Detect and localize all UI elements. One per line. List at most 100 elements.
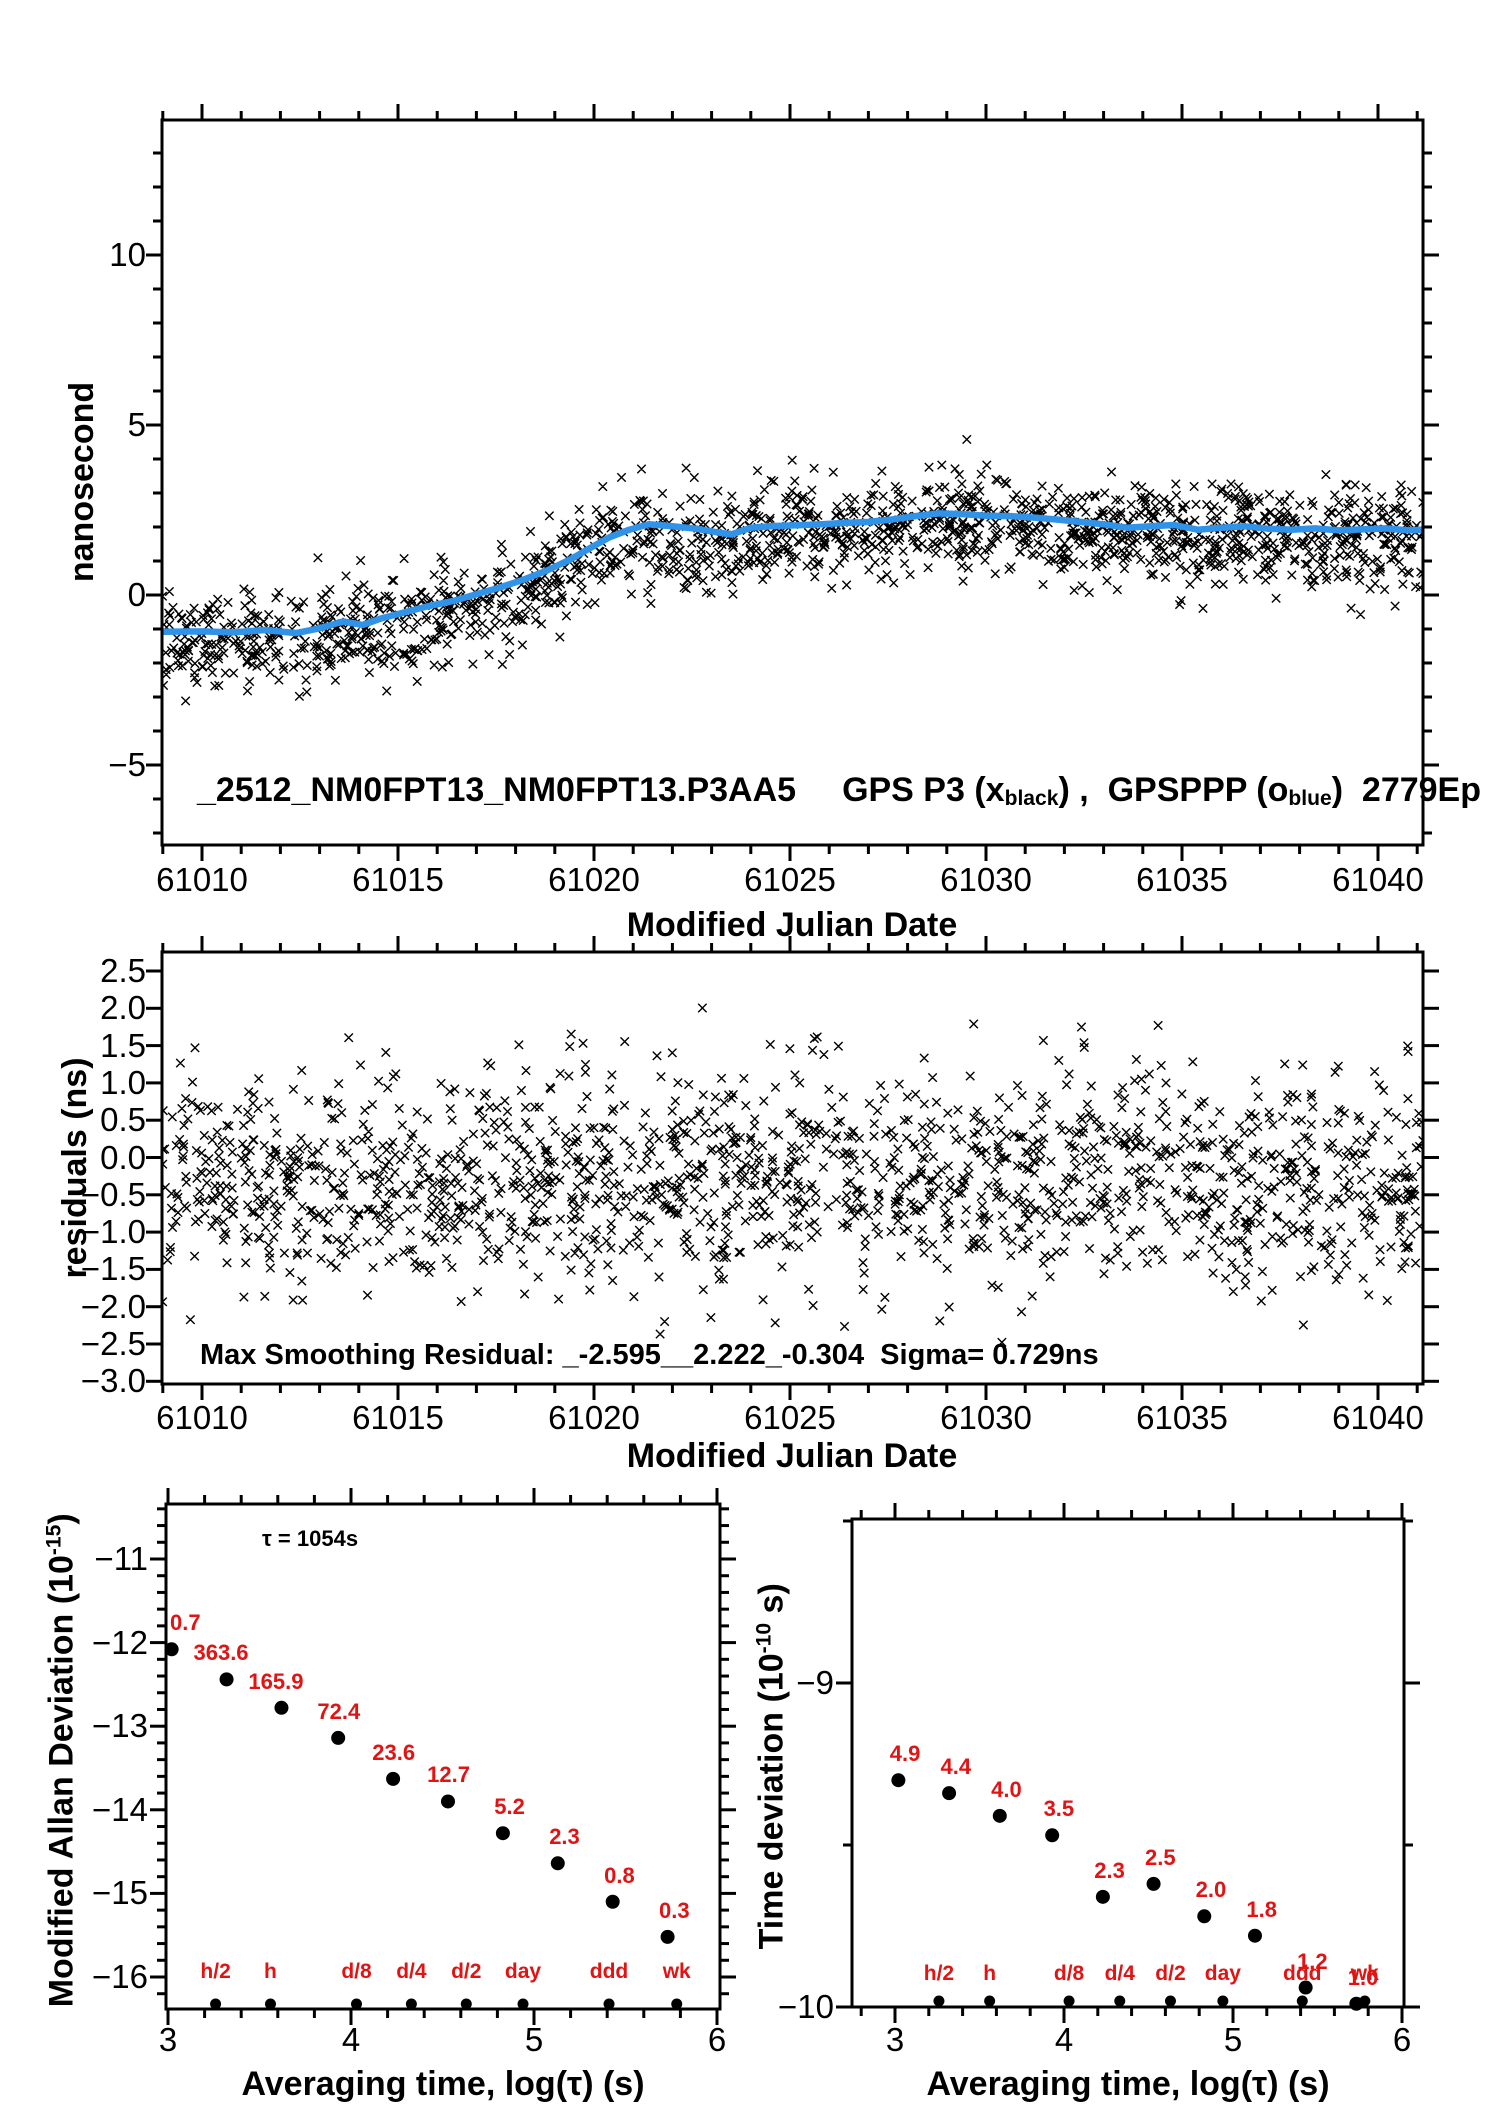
panel1-x-axis-label: Modified Julian Date <box>626 906 958 944</box>
panel3-y-tick-label: −16 <box>92 1958 148 1995</box>
panel3-data-point <box>550 1856 565 1871</box>
residuals-scatter <box>162 1003 1423 1347</box>
panel3-data-point <box>274 1700 289 1715</box>
panel2-x-tick-label: 61030 <box>940 1399 1032 1436</box>
panel2-ticks <box>146 936 1439 1400</box>
panel4-time-mark-dot <box>1063 1995 1075 2007</box>
panel3-time-mark-label: d/2 <box>451 1960 482 1983</box>
ylabel-superscript: -10 <box>752 1622 776 1654</box>
panel3-x-tick-label: 3 <box>158 2021 178 2058</box>
panel3-x-tick-label: 5 <box>524 2021 544 2058</box>
panel4-data-points <box>891 1773 1371 2011</box>
panel3-data-point <box>605 1894 620 1909</box>
panel2-y-tick-label: −1.5 <box>80 1250 146 1288</box>
panel1-y-tick-label: −5 <box>108 746 146 783</box>
panel3-point-value-label: 165.9 <box>248 1668 304 1694</box>
panel1-y-tick-label: 10 <box>109 236 146 273</box>
panel4-point-value-label: 4.9 <box>889 1741 921 1767</box>
panel2-y-tick-label: 1.0 <box>100 1063 146 1101</box>
panel3-data-point <box>495 1826 510 1841</box>
panel3-point-value-label: 0.7 <box>170 1610 201 1636</box>
panel2-y-tick-label: −3.0 <box>80 1362 146 1400</box>
ylabel-text: ) <box>42 1513 81 1525</box>
panel3-data-point <box>331 1730 346 1745</box>
panel3-y-tick-label: −13 <box>92 1707 148 1745</box>
panel1-x-tick-label: 61025 <box>744 861 836 898</box>
panel4-data-point <box>992 1808 1007 1823</box>
panel4-x-tick-label: 4 <box>1054 2021 1074 2058</box>
panel1-x-tick-label: 61010 <box>156 861 248 898</box>
panel4-y-tick-label: −10 <box>778 1988 834 2025</box>
panel2-y-tick-label: −2.0 <box>80 1287 146 1325</box>
panel1-y-tick-label: 5 <box>127 406 146 443</box>
tau-annotation: τ = 1054s <box>262 1526 359 1551</box>
panel3-data-point <box>386 1771 401 1786</box>
panel4-x-tick-label: 3 <box>885 2021 905 2058</box>
panel3-time-mark-dot <box>264 1998 276 2010</box>
panel1-x-tick-label: 61035 <box>1136 861 1228 898</box>
panel4-data-point <box>1095 1889 1110 1904</box>
panel2-x-tick-label: 61015 <box>352 1399 444 1436</box>
panel3-time-mark-label: h <box>264 1960 277 1983</box>
gpsppp-smoothed-curve <box>162 510 1423 637</box>
panel3-time-mark-label: wk <box>662 1960 691 1983</box>
panel4-x-tick-label: 6 <box>1392 2021 1412 2058</box>
panel4-data-point <box>1247 1928 1262 1943</box>
panel3-time-mark-dot <box>671 1998 683 2010</box>
panel4-ticks <box>836 1503 1420 2023</box>
title-text: ) 2779Ep <box>1331 771 1482 809</box>
panel3-y-tick-label: −15 <box>92 1874 148 1912</box>
panel3-data-points <box>164 1642 683 2010</box>
title-text: ) , GPSPPP (o <box>1058 771 1289 809</box>
panel3-time-mark-label: d/8 <box>341 1960 372 1983</box>
title-text: GPS P3 (x <box>842 771 1005 809</box>
panel4-time-mark-label: d/8 <box>1053 1962 1085 1985</box>
panel3-data-point <box>440 1794 455 1809</box>
panel2-y-tick-label: 0.5 <box>100 1101 146 1139</box>
panel2-x-tick-label: 61025 <box>744 1399 836 1436</box>
panel1-y-tick-label: 0 <box>127 576 146 613</box>
panel3-point-value-label: 5.2 <box>494 1794 525 1820</box>
panel3-point-value-label: 23.6 <box>372 1739 416 1765</box>
panel4-time-mark-label: d/2 <box>1155 1962 1186 1985</box>
panel3-point-value-label: 2.3 <box>549 1824 580 1850</box>
panel3-time-mark-dot <box>517 1998 529 2010</box>
ylabel-text: Modified Allan Deviation (10 <box>42 1555 81 2008</box>
panel4-data-point <box>1298 1980 1313 1995</box>
panel2-y-tick-label: 1.5 <box>100 1026 146 1064</box>
panel4-time-mark-label: h/2 <box>923 1962 955 1985</box>
panel3-time-mark-label: h/2 <box>200 1960 231 1983</box>
panel3-data-point <box>660 1929 675 1944</box>
panel4-data-point <box>891 1773 906 1788</box>
panel4-point-value-label: 1.0 <box>1347 1964 1379 1990</box>
panel3-x-axis-label: Averaging time, log(τ) (s) <box>241 2065 645 2103</box>
panel4-time-mark-label: wk <box>1350 1962 1379 1985</box>
panel2-y-tick-label: −0.5 <box>80 1175 146 1213</box>
panel4-data-point <box>1045 1828 1060 1843</box>
title-subscript: blue <box>1288 786 1332 810</box>
panel3-y-tick-label: −11 <box>94 1540 148 1577</box>
title-subscript: black <box>1004 786 1059 810</box>
panel3-y-tick-label: −14 <box>92 1790 148 1828</box>
panel3-point-value-label: 363.6 <box>193 1640 249 1666</box>
panel4-data-point <box>942 1786 957 1801</box>
panel4-time-mark-dot <box>1164 1995 1176 2007</box>
panel4-time-mark-label: d/4 <box>1104 1962 1135 1985</box>
panel3-x-tick-label: 6 <box>707 2021 727 2058</box>
panel4-point-value-label: 4.0 <box>991 1776 1022 1802</box>
panel4-time-mark-dot <box>1359 1995 1371 2007</box>
residual-note: Max Smoothing Residual: _-2.595__2.222_-… <box>200 1339 1099 1371</box>
panel4-data-point <box>1197 1909 1212 1924</box>
title-text: _2512_NM0FPT13_NM0FPT13.P3AA5 <box>197 771 797 809</box>
panel3-time-mark-dot <box>603 1998 615 2010</box>
panel4-point-value-label: 2.5 <box>1144 1844 1176 1870</box>
panel3-time-mark-dot <box>350 1998 362 2010</box>
panel3-time-mark-label: d/4 <box>396 1960 427 1983</box>
panel1-x-tick-label: 61040 <box>1332 861 1424 898</box>
panel3-ticks <box>150 1488 736 2025</box>
panel2-x-axis-label: Modified Julian Date <box>626 1437 958 1475</box>
panel4-y-tick-label: −9 <box>796 1664 834 1701</box>
panel2-y-tick-label: 2.0 <box>100 989 146 1027</box>
